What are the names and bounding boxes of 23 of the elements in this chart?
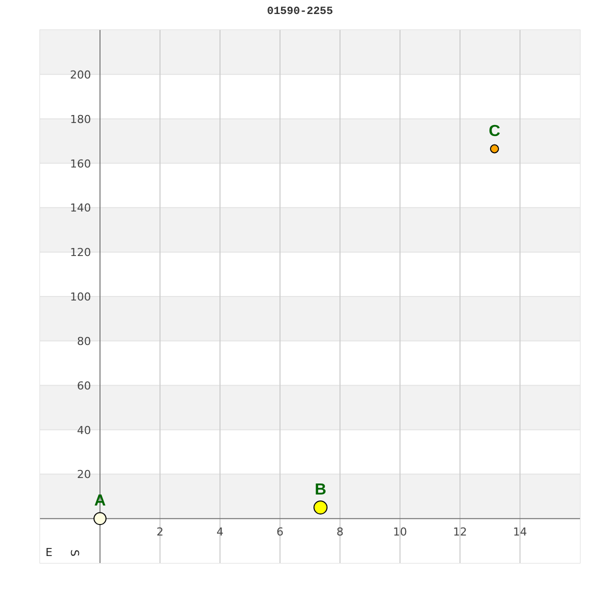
x-tick-label: 2: [156, 526, 164, 539]
y-axis-title: S: [68, 550, 81, 557]
x-tick-label: 14: [513, 526, 527, 539]
y-tick-label: 20: [77, 468, 91, 482]
y-tick-label: 40: [77, 424, 91, 437]
chart-title: 01590-2255: [266, 6, 334, 18]
y-tick-label: 60: [77, 379, 91, 392]
y-tick-label: 180: [70, 112, 91, 126]
x-tick-label: 10: [393, 526, 407, 539]
x-tick-label: 6: [276, 526, 284, 539]
y-tick-label: 160: [70, 157, 91, 170]
y-tick-label: 140: [70, 202, 91, 215]
x-axis-title: E: [46, 546, 53, 559]
y-tick-label: 80: [77, 334, 91, 348]
x-tick-label: 8: [336, 526, 344, 539]
y-tick-label: 100: [70, 290, 91, 304]
x-tick-label: 12: [453, 526, 467, 539]
x-tick-label: 4: [216, 526, 224, 539]
annotation: B: [314, 481, 326, 498]
annotation: C: [488, 122, 501, 140]
y-tick-label: 200: [70, 68, 91, 82]
annotation: A: [94, 492, 106, 510]
y-tick-label: 120: [70, 246, 91, 260]
